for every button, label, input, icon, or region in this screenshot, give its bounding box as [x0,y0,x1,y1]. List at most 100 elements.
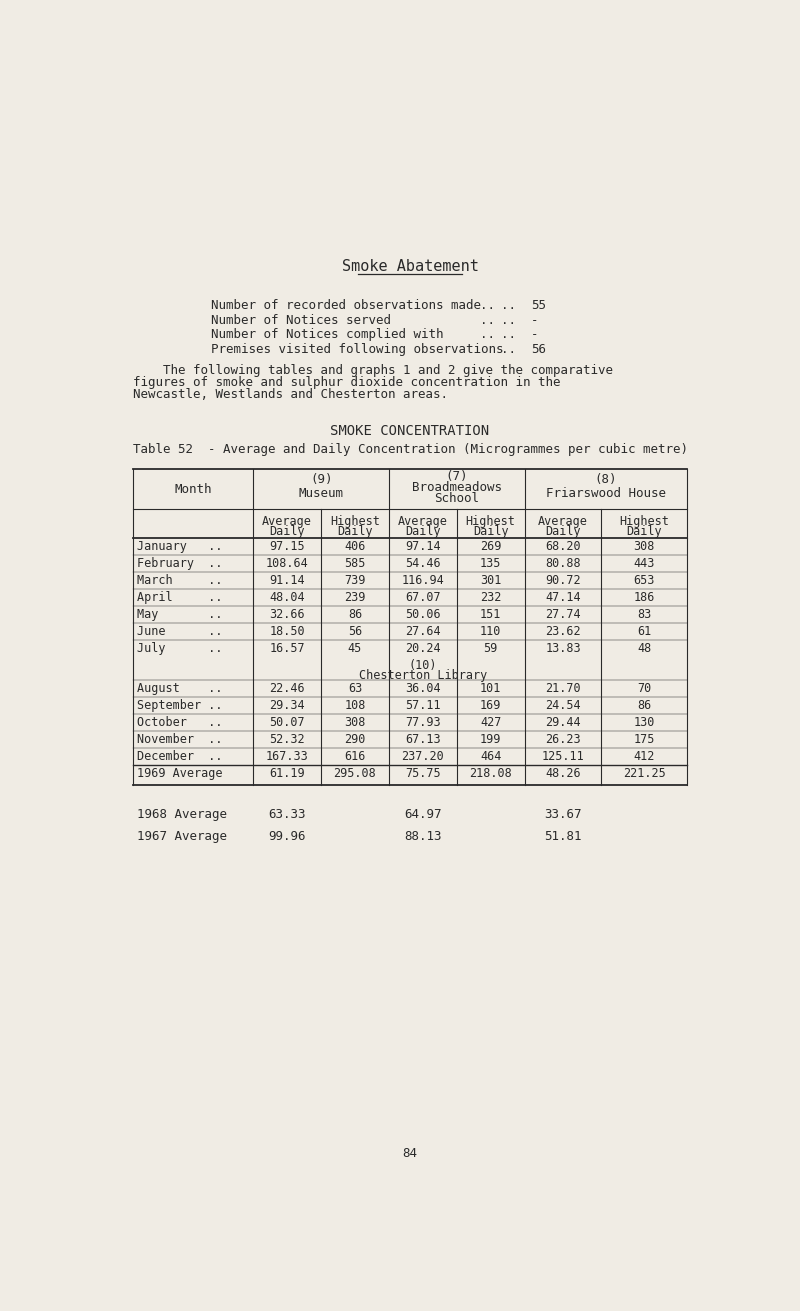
Text: 27.64: 27.64 [405,625,441,638]
Text: 88.13: 88.13 [404,830,442,843]
Text: Daily: Daily [337,526,373,539]
Text: August    ..: August .. [138,682,222,695]
Text: 45: 45 [348,642,362,656]
Text: 61: 61 [637,625,651,638]
Text: 57.11: 57.11 [405,699,441,712]
Text: (9): (9) [310,473,333,486]
Text: 63: 63 [348,682,362,695]
Text: ..: .. [480,313,494,326]
Text: May       ..: May .. [138,608,222,621]
Text: 167.33: 167.33 [266,750,309,763]
Text: Number of Notices complied with: Number of Notices complied with [211,328,443,341]
Text: 59: 59 [483,642,498,656]
Text: 63.33: 63.33 [269,808,306,821]
Text: 80.88: 80.88 [546,557,581,570]
Text: 290: 290 [344,733,366,746]
Text: Premises visited following observations: Premises visited following observations [211,343,503,355]
Text: 56: 56 [531,343,546,355]
Text: 585: 585 [344,557,366,570]
Text: 169: 169 [480,699,502,712]
Text: The following tables and graphs 1 and 2 give the comparative: The following tables and graphs 1 and 2 … [134,363,614,376]
Text: 67.13: 67.13 [405,733,441,746]
Text: Highest: Highest [330,515,380,528]
Text: February  ..: February .. [138,557,222,570]
Text: 1968 Average: 1968 Average [138,808,227,821]
Text: 84: 84 [402,1147,418,1160]
Text: September ..: September .. [138,699,222,712]
Text: 108: 108 [344,699,366,712]
Text: 295.08: 295.08 [334,767,376,780]
Text: 427: 427 [480,716,502,729]
Text: 616: 616 [344,750,366,763]
Text: 221.25: 221.25 [622,767,666,780]
Text: 50.07: 50.07 [270,716,305,729]
Text: 739: 739 [344,574,366,587]
Text: 21.70: 21.70 [546,682,581,695]
Text: 48.26: 48.26 [546,767,581,780]
Text: 55: 55 [531,299,546,312]
Text: 83: 83 [637,608,651,621]
Text: ..: .. [501,313,516,326]
Text: 75.75: 75.75 [405,767,441,780]
Text: 18.50: 18.50 [270,625,305,638]
Text: 218.08: 218.08 [470,767,512,780]
Text: 406: 406 [344,540,366,553]
Text: Daily: Daily [626,526,662,539]
Text: 301: 301 [480,574,502,587]
Text: 464: 464 [480,750,502,763]
Text: 237.20: 237.20 [402,750,444,763]
Text: 91.14: 91.14 [270,574,305,587]
Text: Museum: Museum [298,488,344,501]
Text: -: - [531,313,538,326]
Text: Chesterton Library: Chesterton Library [358,670,487,682]
Text: Daily: Daily [546,526,581,539]
Text: 64.97: 64.97 [404,808,442,821]
Text: 26.23: 26.23 [546,733,581,746]
Text: Highest: Highest [619,515,669,528]
Text: 22.46: 22.46 [270,682,305,695]
Text: 99.96: 99.96 [269,830,306,843]
Text: 130: 130 [634,716,654,729]
Text: 54.46: 54.46 [405,557,441,570]
Text: December  ..: December .. [138,750,222,763]
Text: 308: 308 [634,540,654,553]
Text: Number of recorded observations made: Number of recorded observations made [211,299,481,312]
Text: Average: Average [538,515,588,528]
Text: 443: 443 [634,557,654,570]
Text: 77.93: 77.93 [405,716,441,729]
Text: (10): (10) [409,659,437,673]
Text: 108.64: 108.64 [266,557,309,570]
Text: 67.07: 67.07 [405,591,441,604]
Text: July      ..: July .. [138,642,222,656]
Text: 90.72: 90.72 [546,574,581,587]
Text: 24.54: 24.54 [546,699,581,712]
Text: 239: 239 [344,591,366,604]
Text: Highest: Highest [466,515,515,528]
Text: 269: 269 [480,540,502,553]
Text: 48: 48 [637,642,651,656]
Text: ..: .. [480,328,494,341]
Text: 29.34: 29.34 [270,699,305,712]
Text: 110: 110 [480,625,502,638]
Text: Average: Average [262,515,312,528]
Text: 1967 Average: 1967 Average [138,830,227,843]
Text: 33.67: 33.67 [544,808,582,821]
Text: 47.14: 47.14 [546,591,581,604]
Text: 29.44: 29.44 [546,716,581,729]
Text: 308: 308 [344,716,366,729]
Text: 50.06: 50.06 [405,608,441,621]
Text: November  ..: November .. [138,733,222,746]
Text: June      ..: June .. [138,625,222,638]
Text: 199: 199 [480,733,502,746]
Text: April     ..: April .. [138,591,222,604]
Text: October   ..: October .. [138,716,222,729]
Text: 61.19: 61.19 [270,767,305,780]
Text: Newcastle, Westlands and Chesterton areas.: Newcastle, Westlands and Chesterton area… [134,388,448,401]
Text: 32.66: 32.66 [270,608,305,621]
Text: 97.14: 97.14 [405,540,441,553]
Text: 70: 70 [637,682,651,695]
Text: Broadmeadows: Broadmeadows [412,481,502,494]
Text: ..: .. [501,299,516,312]
Text: 52.32: 52.32 [270,733,305,746]
Text: 23.62: 23.62 [546,625,581,638]
